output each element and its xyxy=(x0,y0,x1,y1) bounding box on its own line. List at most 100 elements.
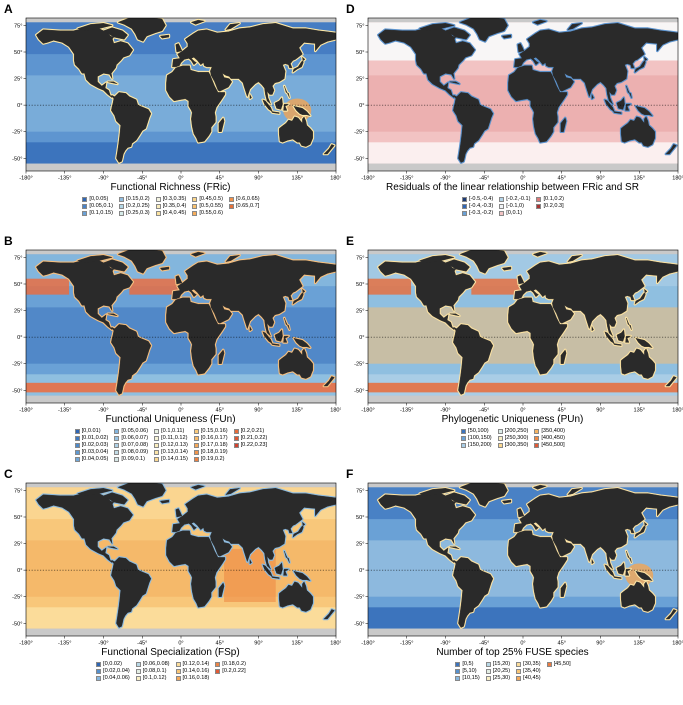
legend-swatch xyxy=(74,443,80,448)
legend-label: [0.02,0.03) xyxy=(81,442,109,448)
x-tick-label: -45° xyxy=(137,176,147,182)
arctic-archipelago xyxy=(418,23,455,32)
legend-item: [0.3,0.35) xyxy=(155,196,186,203)
africa xyxy=(166,65,226,143)
x-tick-label: -45° xyxy=(137,641,147,647)
y-tick-label: -25° xyxy=(12,130,22,136)
borneo xyxy=(274,97,283,110)
cuba xyxy=(107,313,118,317)
legend-swatch xyxy=(155,197,161,202)
legend-item: [0.08,0.1) xyxy=(135,668,170,675)
legend-column: [0,5) [5,10) [10,15) xyxy=(455,661,480,682)
legend-swatch xyxy=(233,436,239,441)
legend-label: [0.15,0.16) xyxy=(200,428,228,434)
java xyxy=(612,111,622,114)
x-tick-label: 90° xyxy=(254,641,262,647)
japan xyxy=(634,521,648,538)
legend-label: [0.01,0.02) xyxy=(81,435,109,441)
legend-swatch xyxy=(461,197,467,202)
legend-swatch xyxy=(74,457,80,462)
legend-item: [0.03,0.04) xyxy=(74,449,108,456)
y-tick-label: 0° xyxy=(17,103,22,109)
legend-label: [0.5,0.55) xyxy=(199,203,223,209)
legend: [0,0.01) [0.01,0.02) [0.02,0.03) [0.03,0.04… xyxy=(6,428,336,463)
legend-label: [200,250) xyxy=(504,428,529,434)
arctic-nodata xyxy=(26,250,336,255)
map-c: -180° -135° -90° -45° 0° 45° 90° 135° 180° 75° 50°… xyxy=(12,482,341,647)
legend-swatch xyxy=(455,662,461,667)
legend-item: [0,0.01) xyxy=(74,428,109,435)
legend-item: [0.6,0.65) xyxy=(228,196,260,203)
legend-swatch xyxy=(233,429,239,434)
legend-swatch xyxy=(233,443,239,448)
new-zealand xyxy=(665,376,677,387)
x-tick-label: 45° xyxy=(216,176,224,182)
legend-label: [0.02,0.04) xyxy=(103,668,130,674)
legend-item: [0,5) xyxy=(455,661,479,668)
x-tick-label: 180° xyxy=(672,408,683,414)
legend-item: [25,30) xyxy=(485,675,510,682)
legend-swatch xyxy=(534,436,540,441)
x-tick-label: 45° xyxy=(558,641,566,647)
legend-swatch xyxy=(192,211,198,216)
sri-lanka xyxy=(249,326,252,332)
uk xyxy=(517,43,525,53)
borneo xyxy=(274,562,283,575)
legend-column: [0.3,0.35) [0.35,0.4) [0.4,0.45) xyxy=(155,196,186,217)
legend-swatch xyxy=(96,662,102,667)
iceland xyxy=(159,266,170,271)
hudson-bay-island xyxy=(110,35,115,40)
arctic-nodata xyxy=(368,483,678,488)
legend-label: [0.12,0.14) xyxy=(182,661,210,667)
y-tick-label: -50° xyxy=(12,156,22,162)
novaya-zemlya xyxy=(225,255,240,263)
legend-label: [0.55,0.6) xyxy=(199,210,223,216)
legend-swatch xyxy=(193,450,199,455)
legend-label: [0.05,0.06) xyxy=(121,428,149,434)
new-zealand xyxy=(323,144,335,155)
legend-swatch xyxy=(114,457,120,462)
panel-a: A -180° -135° -90° -45° 0° 45° 90° 135° 180° 75° 50… xyxy=(0,0,341,235)
legend-column: [30,35) [35,40) [40,45) xyxy=(516,661,541,682)
legend-swatch xyxy=(485,676,491,681)
x-tick-label: 0° xyxy=(178,176,183,182)
madagascar xyxy=(218,117,225,132)
panel-b: B -180° -135° -90° -45° 0° 45° 90° 135° 180° 75° 50… xyxy=(0,232,341,467)
legend-label: [15,20) xyxy=(492,661,511,667)
new-zealand xyxy=(665,144,677,155)
hudson-bay-island xyxy=(452,267,457,272)
africa xyxy=(508,530,568,608)
legend-label: [250,300) xyxy=(504,435,529,441)
novaya-zemlya xyxy=(225,23,240,31)
africa xyxy=(166,530,226,608)
legend-label: [35,40) xyxy=(523,668,541,674)
map-d: -180° -135° -90° -45° 0° 45° 90° 135° 180° 75° 50°… xyxy=(354,17,683,182)
legend-item: [250,300) xyxy=(497,435,529,442)
hudson-bay-island xyxy=(452,35,457,40)
map-f: -180° -135° -90° -45° 0° 45° 90° 135° 180° 75° 50°… xyxy=(354,482,683,647)
legend-swatch xyxy=(193,429,199,434)
legend-label: [0.04,0.05) xyxy=(81,456,109,462)
borneo xyxy=(616,329,625,342)
svalbard xyxy=(190,19,206,25)
iceland xyxy=(501,499,512,504)
iceland xyxy=(501,34,512,39)
legend-swatch xyxy=(461,443,467,448)
map-title: Functional Specialization (FSp) xyxy=(101,647,240,658)
borneo xyxy=(616,562,625,575)
southern-hotspot xyxy=(368,382,678,393)
legend-label: [0.19,0.2) xyxy=(200,456,225,462)
antarctic-nodata xyxy=(368,163,678,171)
legend: [0,0.05) [0.05,0.1) [0.1,0.15) [0.15,0.2) [0… xyxy=(6,196,336,217)
legend-label: [0.1,0.11) xyxy=(161,428,185,434)
new-guinea xyxy=(293,337,311,349)
legend-label: [-0.3,-0.2) xyxy=(468,210,494,216)
australia xyxy=(621,116,655,147)
legend-swatch xyxy=(154,450,160,455)
legend-swatch xyxy=(175,676,181,681)
legend-item: [30,35) xyxy=(516,661,541,668)
legend-label: [-0.1,0) xyxy=(506,203,524,209)
legend-item: [350,400) xyxy=(534,428,565,435)
legend-swatch xyxy=(215,662,221,667)
legend-swatch xyxy=(497,443,503,448)
